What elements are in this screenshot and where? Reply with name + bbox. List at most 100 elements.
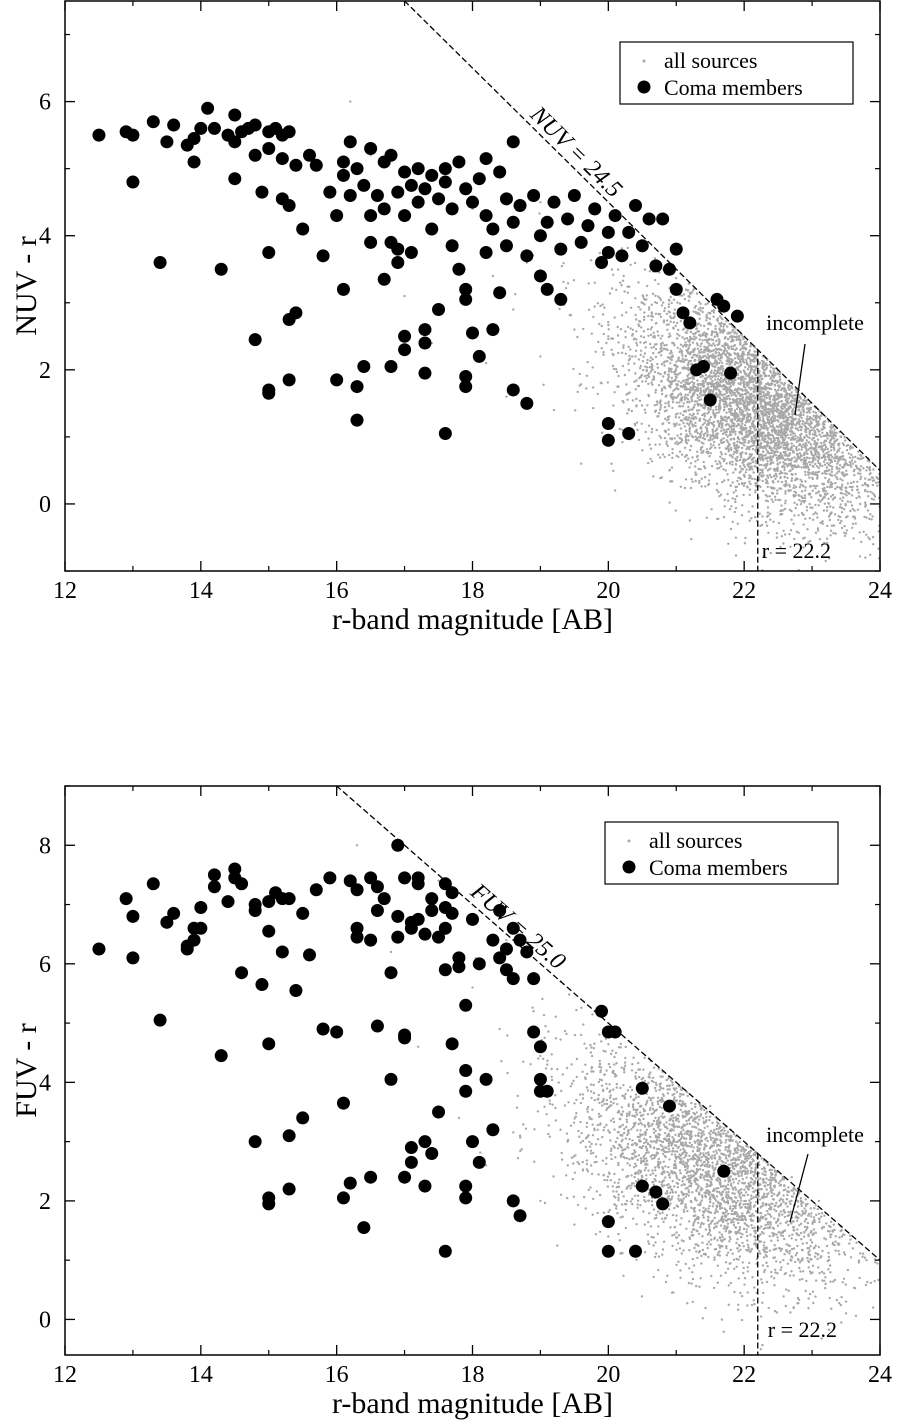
all-sources-point	[686, 393, 690, 397]
all-sources-point	[733, 422, 736, 426]
all-sources-point	[731, 361, 734, 364]
all-sources-point	[705, 427, 709, 430]
all-sources-point	[754, 448, 757, 452]
all-sources-point	[635, 330, 638, 333]
all-sources-point	[705, 335, 708, 338]
all-sources-point	[807, 493, 811, 496]
all-sources-point	[691, 1300, 694, 1304]
all-sources-point	[721, 441, 724, 444]
all-sources-point	[715, 428, 718, 431]
all-sources-point	[813, 425, 817, 428]
all-sources-point	[825, 472, 828, 476]
all-sources-point	[715, 331, 718, 334]
all-sources-point	[859, 477, 862, 481]
all-sources-point	[848, 460, 852, 464]
all-sources-point	[850, 504, 854, 507]
all-sources-point	[775, 410, 779, 413]
y-tick-label: 0	[39, 492, 51, 518]
all-sources-point	[732, 335, 735, 338]
all-sources-point	[663, 436, 667, 440]
all-sources-point	[650, 303, 653, 306]
all-sources-point	[790, 385, 793, 388]
all-sources-point	[590, 332, 593, 335]
all-sources-point	[708, 421, 711, 424]
all-sources-point	[723, 408, 726, 411]
all-sources-point	[750, 477, 754, 480]
all-sources-point	[810, 428, 814, 432]
coma-member-point	[336, 282, 350, 296]
all-sources-point	[741, 393, 744, 396]
all-sources-point	[735, 367, 738, 370]
all-sources-point	[774, 415, 777, 418]
all-sources-point	[707, 359, 710, 362]
all-sources-point	[813, 430, 817, 434]
all-sources-point	[769, 387, 772, 390]
all-sources-point	[660, 349, 664, 352]
all-sources-point	[731, 463, 734, 466]
all-sources-point	[645, 366, 649, 369]
all-sources-point	[680, 396, 684, 399]
all-sources-point	[663, 410, 667, 413]
all-sources-point	[829, 433, 832, 436]
all-sources-point	[737, 392, 740, 395]
all-sources-point	[742, 358, 745, 361]
all-sources-point	[737, 353, 740, 356]
all-sources-point	[711, 384, 715, 387]
all-sources-point	[634, 1071, 638, 1075]
all-sources-point	[783, 466, 786, 469]
all-sources-point	[691, 414, 694, 417]
all-sources-point	[783, 382, 787, 385]
all-sources-point	[662, 347, 666, 350]
all-sources-point	[635, 397, 638, 401]
all-sources-point	[610, 462, 613, 465]
all-sources-point	[727, 542, 730, 545]
all-sources-point	[725, 439, 728, 442]
all-sources-point	[719, 455, 722, 458]
all-sources-point	[690, 363, 693, 366]
all-sources-point	[594, 350, 597, 353]
all-sources-point	[830, 524, 834, 527]
all-sources-point	[686, 401, 689, 404]
all-sources-point	[817, 504, 820, 507]
all-sources-point	[800, 495, 803, 498]
all-sources-point	[634, 355, 637, 358]
all-sources-point	[684, 429, 688, 432]
all-sources-point	[825, 466, 828, 469]
all-sources-point	[788, 508, 791, 511]
all-sources-point	[747, 441, 750, 444]
all-sources-point	[669, 382, 673, 386]
all-sources-point	[649, 359, 652, 363]
all-sources-point	[610, 337, 613, 340]
all-sources-point	[664, 1132, 667, 1135]
all-sources-point	[686, 1122, 689, 1126]
all-sources-point	[780, 442, 783, 445]
all-sources-point	[743, 475, 746, 478]
all-sources-point	[771, 455, 774, 459]
all-sources-point	[684, 381, 687, 384]
all-sources-point	[674, 369, 677, 372]
all-sources-point	[737, 423, 741, 426]
all-sources-point	[798, 419, 802, 423]
all-sources-point	[691, 392, 695, 395]
all-sources-point	[705, 332, 708, 335]
all-sources-point	[722, 460, 726, 463]
all-sources-point	[747, 433, 751, 436]
all-sources-point	[714, 327, 717, 331]
all-sources-point	[674, 1166, 678, 1170]
all-sources-point	[808, 457, 811, 460]
all-sources-point	[838, 467, 841, 470]
all-sources-point	[783, 458, 787, 462]
all-sources-point	[732, 1152, 735, 1156]
all-sources-point	[863, 489, 867, 493]
all-sources-point	[711, 1164, 714, 1168]
all-sources-point	[607, 335, 610, 338]
all-sources-point	[616, 268, 620, 271]
all-sources-point	[847, 452, 851, 455]
all-sources-point	[859, 472, 862, 475]
coma-member-point	[398, 165, 412, 179]
all-sources-point	[868, 517, 871, 520]
all-sources-point	[771, 461, 775, 464]
all-sources-point	[736, 1199, 740, 1203]
all-sources-point	[736, 356, 739, 359]
all-sources-point	[714, 382, 718, 385]
